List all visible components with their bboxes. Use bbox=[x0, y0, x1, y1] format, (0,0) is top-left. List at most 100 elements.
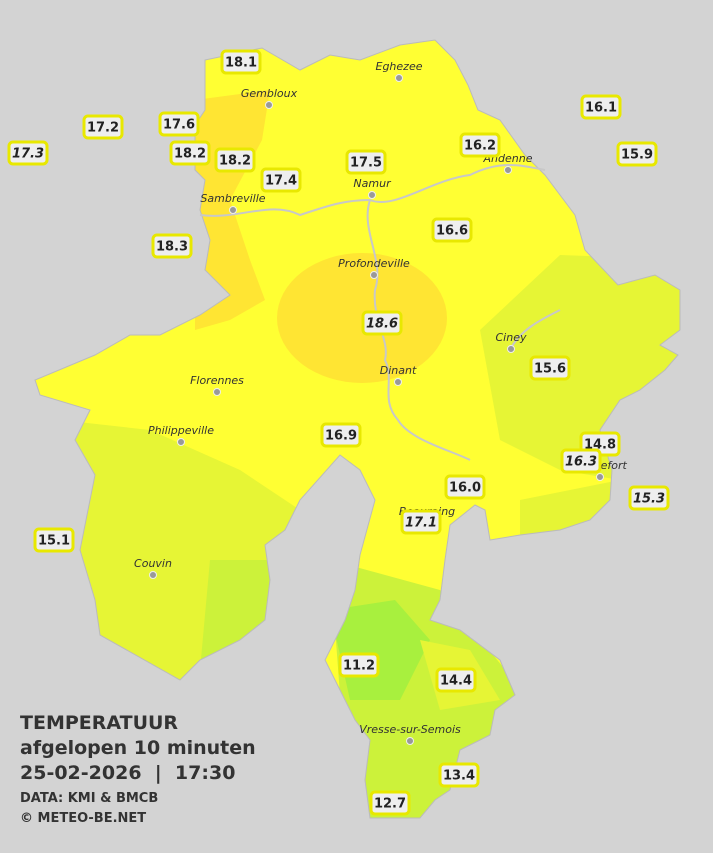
station-value: 12.7 bbox=[374, 797, 406, 812]
station-box bbox=[220, 49, 262, 75]
city-dot bbox=[406, 737, 414, 745]
station-box bbox=[431, 217, 473, 243]
station-box bbox=[529, 355, 571, 381]
station: 18.3 bbox=[151, 233, 193, 259]
station-box bbox=[260, 167, 302, 193]
station-value: 17.4 bbox=[265, 174, 297, 189]
station-box bbox=[361, 310, 403, 336]
station-value: 13.4 bbox=[443, 769, 475, 784]
station-value: 11.2 bbox=[343, 659, 375, 674]
city-dot bbox=[213, 388, 221, 396]
city-label: Gembloux bbox=[241, 87, 298, 100]
station-value: 16.2 bbox=[464, 139, 496, 154]
station-value: 16.1 bbox=[585, 101, 617, 116]
city-dot bbox=[229, 206, 237, 214]
station: 17.4 bbox=[260, 167, 302, 193]
station: 18.1 bbox=[220, 49, 262, 75]
station: 18.2 bbox=[169, 140, 211, 166]
datetime: 25-02-2026 | 17:30 bbox=[20, 762, 236, 784]
city-label: Ciney bbox=[496, 331, 527, 344]
station: 15.9 bbox=[616, 141, 658, 167]
station: 17.5 bbox=[345, 149, 387, 175]
station-box bbox=[345, 149, 387, 175]
city-label: Dinant bbox=[380, 364, 417, 377]
station: 11.2 bbox=[338, 652, 380, 678]
station-box bbox=[459, 132, 501, 158]
station: 18.6 bbox=[361, 310, 403, 336]
station-value: 17.2 bbox=[87, 121, 119, 136]
station: 18.2 bbox=[214, 147, 256, 173]
station-box bbox=[320, 422, 362, 448]
station-value: 15.9 bbox=[621, 148, 653, 163]
station-value: 16.3 bbox=[565, 455, 597, 470]
city-dot bbox=[149, 571, 157, 579]
station: 14.8 bbox=[579, 431, 621, 457]
station-value: 15.6 bbox=[534, 362, 566, 377]
city-label: Vresse-sur-Semois bbox=[359, 723, 461, 736]
station-value: 15.3 bbox=[633, 492, 665, 507]
station-box bbox=[158, 111, 200, 137]
city-dot bbox=[395, 74, 403, 82]
station-box bbox=[444, 474, 486, 500]
title: TEMPERATUUR bbox=[20, 712, 179, 734]
city-label: Namur bbox=[353, 177, 392, 190]
station: 16.9 bbox=[320, 422, 362, 448]
station-box bbox=[400, 509, 442, 535]
station-box bbox=[560, 448, 602, 474]
station-value: 18.6 bbox=[366, 317, 398, 332]
subtitle: afgelopen 10 minuten bbox=[20, 737, 256, 759]
station: 15.1 bbox=[33, 527, 75, 553]
city-label: Sambreville bbox=[200, 192, 265, 205]
station: 13.4 bbox=[438, 762, 480, 788]
rivers bbox=[199, 164, 561, 461]
city-dot bbox=[504, 166, 512, 174]
city-dot bbox=[394, 378, 402, 386]
station-box bbox=[616, 141, 658, 167]
station-box bbox=[169, 140, 211, 166]
station-box bbox=[7, 140, 49, 166]
city-dot bbox=[596, 473, 604, 481]
city-dot bbox=[177, 438, 185, 446]
station-value: 17.6 bbox=[163, 118, 195, 133]
station-value: 18.2 bbox=[219, 154, 251, 169]
station: 17.1 bbox=[400, 509, 442, 535]
station-value: 16.6 bbox=[436, 224, 468, 239]
station-value: 17.5 bbox=[350, 156, 382, 171]
station: 15.3 bbox=[628, 485, 670, 511]
city-dot bbox=[368, 191, 376, 199]
station-box bbox=[369, 790, 411, 816]
station-value: 16.0 bbox=[449, 481, 481, 496]
station: 16.0 bbox=[444, 474, 486, 500]
station-box bbox=[438, 762, 480, 788]
station-box bbox=[214, 147, 256, 173]
station-value: 14.4 bbox=[440, 674, 472, 689]
station: 17.2 bbox=[82, 114, 124, 140]
station: 16.6 bbox=[431, 217, 473, 243]
station: 16.2 bbox=[459, 132, 501, 158]
stations: 18.1 17.2 17.6 17.3 18.2 18.2 17.4 17.5 16.2 16.1… bbox=[7, 49, 670, 816]
station-value: 18.2 bbox=[174, 147, 206, 162]
city-dot bbox=[507, 345, 515, 353]
station-value: 18.1 bbox=[225, 56, 257, 71]
station-value: 17.3 bbox=[12, 147, 44, 162]
station-box bbox=[435, 667, 477, 693]
station-value: 18.3 bbox=[156, 240, 188, 255]
source: DATA: KMI & BMCB bbox=[20, 791, 159, 806]
station-box bbox=[580, 94, 622, 120]
station-value: 15.1 bbox=[38, 534, 70, 549]
station-box bbox=[338, 652, 380, 678]
station-box bbox=[33, 527, 75, 553]
city-dot bbox=[370, 271, 378, 279]
city-label: Philippeville bbox=[148, 424, 214, 437]
city-label: Couvin bbox=[134, 557, 172, 570]
city-label: Eghezee bbox=[376, 60, 423, 73]
city-dot bbox=[265, 101, 273, 109]
station-box bbox=[82, 114, 124, 140]
copyright: © METEO-BE.NET bbox=[20, 811, 147, 826]
station: 17.3 bbox=[7, 140, 49, 166]
station-box bbox=[151, 233, 193, 259]
city-label: Profondeville bbox=[338, 257, 410, 270]
station-value: 17.1 bbox=[405, 516, 437, 531]
